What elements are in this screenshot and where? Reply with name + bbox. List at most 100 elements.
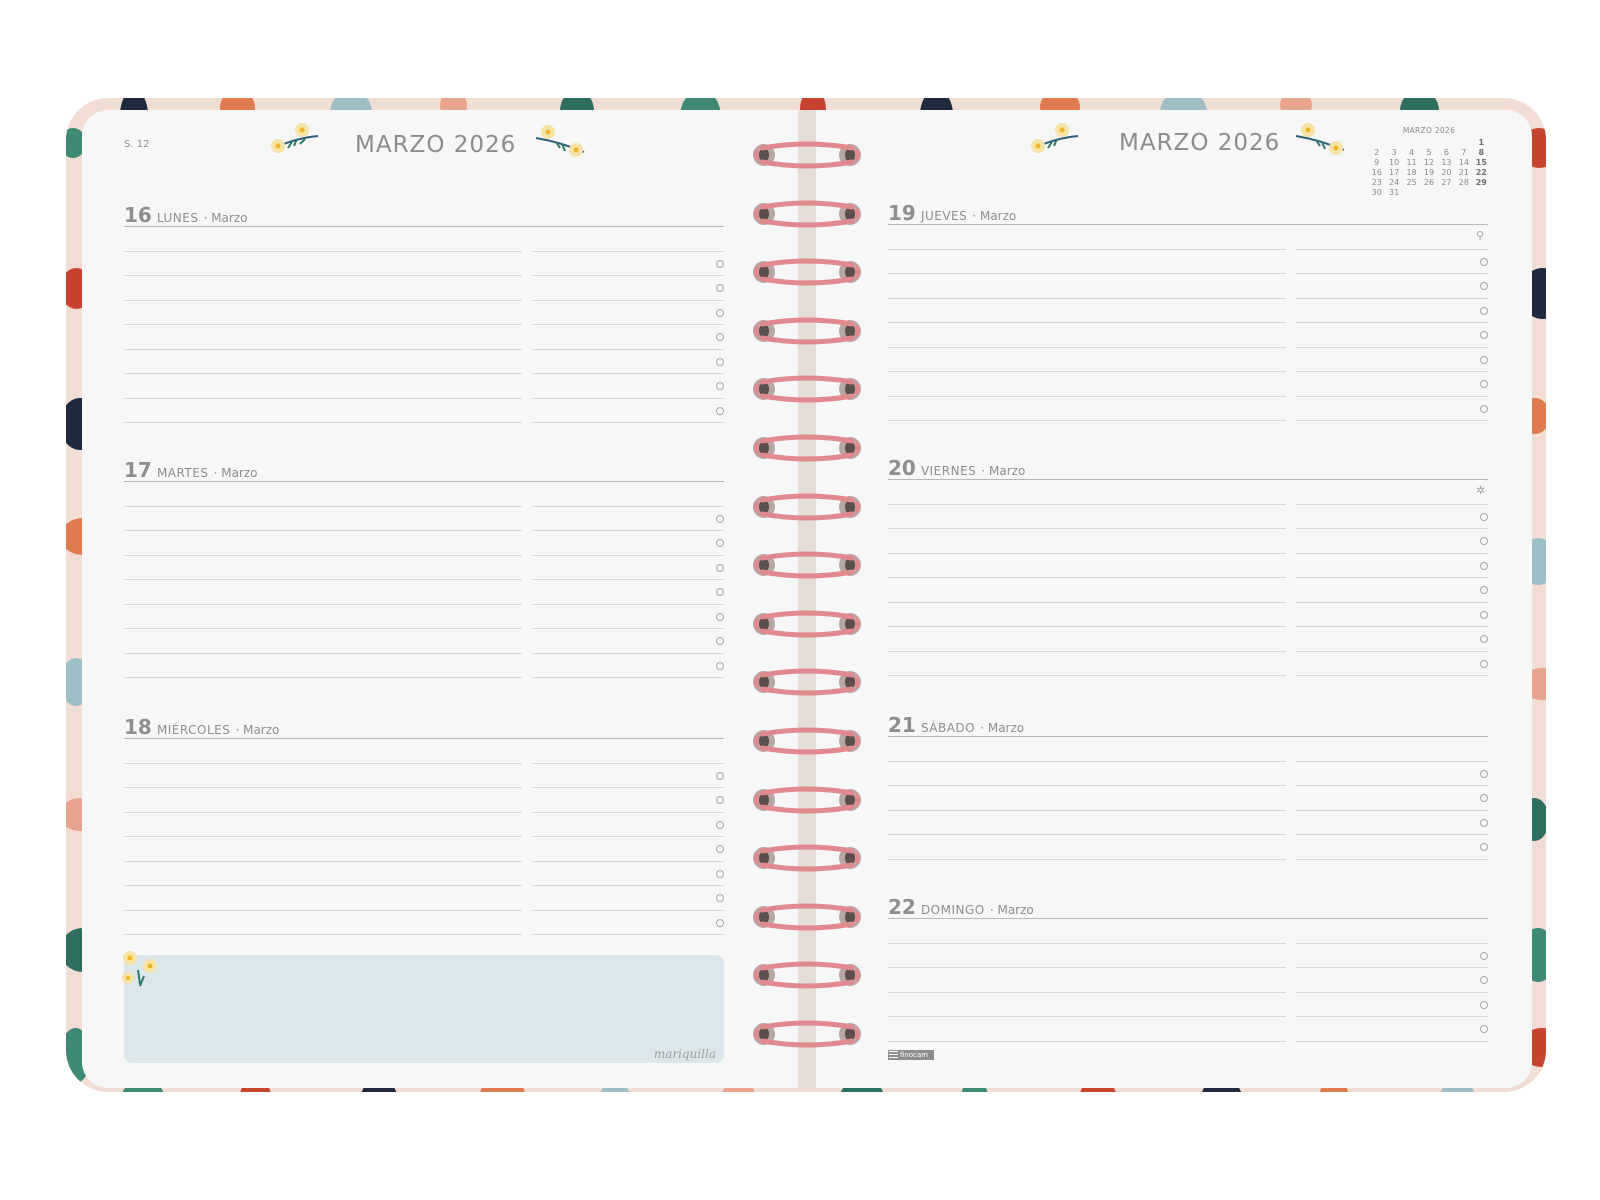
task-line[interactable] — [1296, 942, 1488, 944]
writing-line[interactable] — [124, 348, 522, 350]
task-line[interactable] — [1296, 297, 1488, 299]
checkbox-icon[interactable] — [716, 820, 724, 829]
checkbox-icon[interactable] — [716, 845, 724, 853]
task-line[interactable] — [1296, 577, 1488, 578]
writing-line[interactable] — [124, 603, 522, 605]
task-line[interactable] — [1296, 552, 1488, 554]
task-line[interactable] — [1296, 346, 1488, 348]
writing-line[interactable] — [888, 1040, 1286, 1042]
task-line[interactable] — [532, 530, 724, 531]
task-line[interactable] — [1296, 967, 1488, 968]
task-line[interactable] — [532, 397, 724, 399]
task-line[interactable] — [532, 554, 724, 556]
checkbox-icon[interactable] — [1480, 306, 1488, 315]
writing-line[interactable] — [888, 1016, 1286, 1017]
checkbox-icon[interactable] — [716, 894, 724, 902]
checkbox-icon[interactable] — [1480, 404, 1488, 413]
task-line[interactable] — [1296, 858, 1488, 860]
writing-line[interactable] — [888, 785, 1286, 786]
writing-line[interactable] — [888, 420, 1286, 421]
writing-line[interactable] — [124, 677, 522, 678]
writing-line[interactable] — [888, 626, 1286, 627]
writing-line[interactable] — [124, 579, 522, 580]
checkbox-icon[interactable] — [716, 918, 724, 927]
checkbox-icon[interactable] — [1480, 257, 1488, 266]
task-line[interactable] — [532, 628, 724, 629]
checkbox-icon[interactable] — [1480, 976, 1488, 984]
writing-line[interactable] — [888, 942, 1286, 944]
checkbox-icon[interactable] — [716, 637, 724, 645]
task-line[interactable] — [1296, 503, 1488, 505]
checkbox-icon[interactable] — [1480, 635, 1488, 643]
writing-line[interactable] — [124, 787, 522, 788]
writing-line[interactable] — [888, 395, 1286, 397]
task-line[interactable] — [1296, 809, 1488, 811]
task-line[interactable] — [532, 324, 724, 325]
task-line[interactable] — [532, 652, 724, 654]
checkbox-icon[interactable] — [1480, 586, 1488, 594]
task-line[interactable] — [1296, 371, 1488, 372]
task-line[interactable] — [1296, 1016, 1488, 1017]
notes-box[interactable]: mariquilla — [124, 955, 724, 1063]
writing-line[interactable] — [888, 834, 1286, 835]
checkbox-icon[interactable] — [716, 333, 724, 341]
task-line[interactable] — [532, 299, 724, 301]
checkbox-icon[interactable] — [716, 308, 724, 317]
writing-line[interactable] — [124, 885, 522, 886]
checkbox-icon[interactable] — [716, 382, 724, 390]
task-line[interactable] — [1296, 248, 1488, 250]
writing-line[interactable] — [124, 652, 522, 654]
writing-line[interactable] — [888, 322, 1286, 323]
checkbox-icon[interactable] — [716, 796, 724, 804]
checkbox-icon[interactable] — [716, 588, 724, 596]
checkbox-icon[interactable] — [1480, 659, 1488, 668]
checkbox-icon[interactable] — [716, 771, 724, 780]
writing-line[interactable] — [888, 273, 1286, 274]
writing-line[interactable] — [124, 505, 522, 507]
checkbox-icon[interactable] — [1480, 610, 1488, 619]
writing-line[interactable] — [888, 601, 1286, 603]
checkbox-icon[interactable] — [716, 869, 724, 878]
checkbox-icon[interactable] — [1480, 1025, 1488, 1033]
checkbox-icon[interactable] — [716, 514, 724, 523]
writing-line[interactable] — [888, 858, 1286, 860]
checkbox-icon[interactable] — [716, 661, 724, 670]
task-line[interactable] — [1296, 528, 1488, 529]
task-line[interactable] — [1296, 675, 1488, 676]
writing-line[interactable] — [888, 552, 1286, 554]
writing-line[interactable] — [124, 836, 522, 837]
task-line[interactable] — [1296, 322, 1488, 323]
writing-line[interactable] — [888, 650, 1286, 652]
task-line[interactable] — [532, 762, 724, 764]
task-line[interactable] — [1296, 395, 1488, 397]
task-line[interactable] — [1296, 650, 1488, 652]
writing-line[interactable] — [124, 762, 522, 764]
task-line[interactable] — [532, 860, 724, 862]
checkbox-icon[interactable] — [1480, 818, 1488, 827]
checkbox-icon[interactable] — [1480, 355, 1488, 364]
task-line[interactable] — [532, 677, 724, 678]
checkbox-icon[interactable] — [716, 284, 724, 292]
task-line[interactable] — [1296, 785, 1488, 786]
writing-line[interactable] — [124, 554, 522, 556]
writing-line[interactable] — [888, 809, 1286, 811]
checkbox-icon[interactable] — [1480, 282, 1488, 290]
writing-line[interactable] — [124, 299, 522, 301]
writing-line[interactable] — [888, 675, 1286, 676]
checkbox-icon[interactable] — [1480, 1000, 1488, 1009]
checkbox-icon[interactable] — [1480, 537, 1488, 545]
task-line[interactable] — [532, 348, 724, 350]
checkbox-icon[interactable] — [716, 406, 724, 415]
task-line[interactable] — [532, 579, 724, 580]
task-line[interactable] — [1296, 626, 1488, 627]
writing-line[interactable] — [888, 371, 1286, 372]
task-line[interactable] — [1296, 601, 1488, 603]
writing-line[interactable] — [124, 324, 522, 325]
writing-line[interactable] — [124, 811, 522, 813]
checkbox-icon[interactable] — [1480, 561, 1488, 570]
writing-line[interactable] — [124, 275, 522, 276]
writing-line[interactable] — [124, 934, 522, 935]
writing-line[interactable] — [124, 628, 522, 629]
task-line[interactable] — [1296, 991, 1488, 993]
writing-line[interactable] — [888, 248, 1286, 250]
